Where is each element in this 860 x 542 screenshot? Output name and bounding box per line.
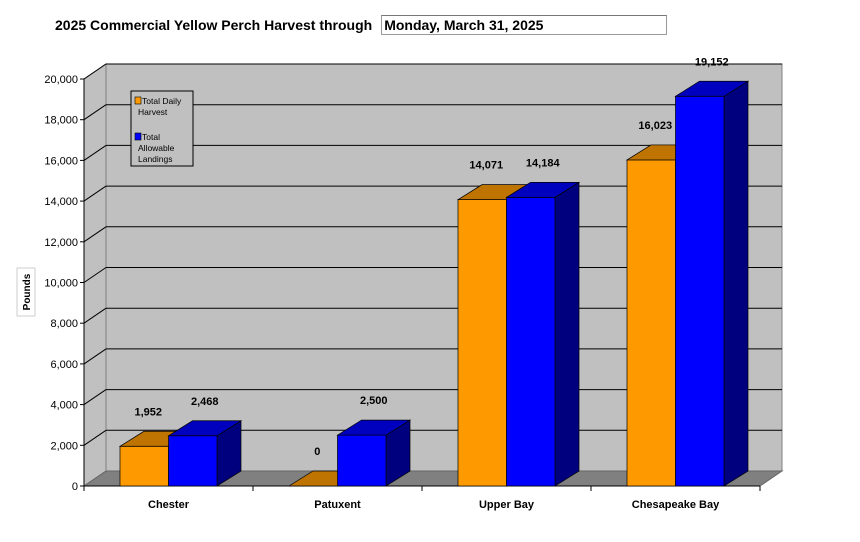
- bar: [457, 199, 507, 487]
- bar-top: [336, 419, 412, 436]
- header: 2025 Commercial Yellow Perch Harvest thr…: [55, 14, 668, 36]
- y-tick-label: 8,000: [50, 318, 78, 330]
- legend-label: Landings: [138, 154, 173, 164]
- bar: [337, 434, 387, 487]
- bar-side: [554, 181, 580, 487]
- y-label-box: [16, 267, 36, 317]
- legend-swatch: [134, 96, 142, 105]
- y-tick-label: 16,000: [44, 155, 78, 167]
- bar-top: [167, 420, 243, 437]
- x-tick-label: Patuxent: [314, 499, 361, 511]
- gridline-side: [83, 389, 107, 406]
- y-tick-label: 10,000: [44, 278, 78, 290]
- y-tick-label: 20,000: [44, 74, 78, 86]
- legend: [130, 90, 194, 167]
- y-tick-label: 18,000: [44, 115, 78, 127]
- data-label: 2,468: [191, 396, 219, 408]
- gridline-side: [83, 144, 107, 161]
- date-field: Monday, March 31, 2025: [381, 15, 668, 35]
- gridline-side: [83, 104, 107, 121]
- gridline-side: [83, 348, 107, 365]
- data-label: 1,952: [134, 406, 162, 418]
- gridline-side: [83, 185, 107, 202]
- data-label: 16,023: [638, 120, 672, 132]
- bar: [675, 95, 725, 487]
- data-label: 14,184: [526, 157, 561, 169]
- gridline-side: [83, 226, 107, 243]
- y-axis-label: Pounds: [22, 273, 33, 310]
- page-title: 2025 Commercial Yellow Perch Harvest thr…: [55, 17, 373, 33]
- bar-side: [723, 80, 749, 487]
- y-tick-label: 14,000: [44, 196, 78, 208]
- data-label: 0: [314, 446, 320, 458]
- data-label: 19,152: [695, 56, 729, 68]
- legend-label: Harvest: [138, 107, 168, 117]
- bar: [119, 445, 169, 487]
- y-tick-label: 0: [72, 481, 78, 493]
- gridline-side: [83, 63, 107, 80]
- y-tick-label: 12,000: [44, 237, 78, 249]
- legend-swatch: [134, 132, 142, 141]
- bar-top: [505, 182, 581, 198]
- gridline-side: [83, 429, 107, 446]
- x-tick-label: Upper Bay: [479, 499, 535, 511]
- y-tick-label: 6,000: [50, 359, 78, 371]
- bar-top: [674, 80, 750, 97]
- legend-label: Total Daily: [142, 96, 182, 106]
- x-tick-label: Chesapeake Bay: [632, 499, 720, 511]
- bar: [168, 435, 218, 487]
- bar: [506, 197, 556, 487]
- y-tick-label: 2,000: [50, 440, 78, 452]
- legend-label: Total: [142, 132, 160, 142]
- gridline-side: [83, 307, 107, 324]
- legend-label: Allowable: [138, 143, 175, 153]
- gridline-side: [83, 267, 107, 283]
- y-tick-label: 4,000: [50, 400, 78, 412]
- data-label: 14,071: [469, 160, 503, 172]
- data-label: 2,500: [360, 395, 388, 407]
- bar: [626, 159, 676, 487]
- x-tick-label: Chester: [148, 499, 190, 511]
